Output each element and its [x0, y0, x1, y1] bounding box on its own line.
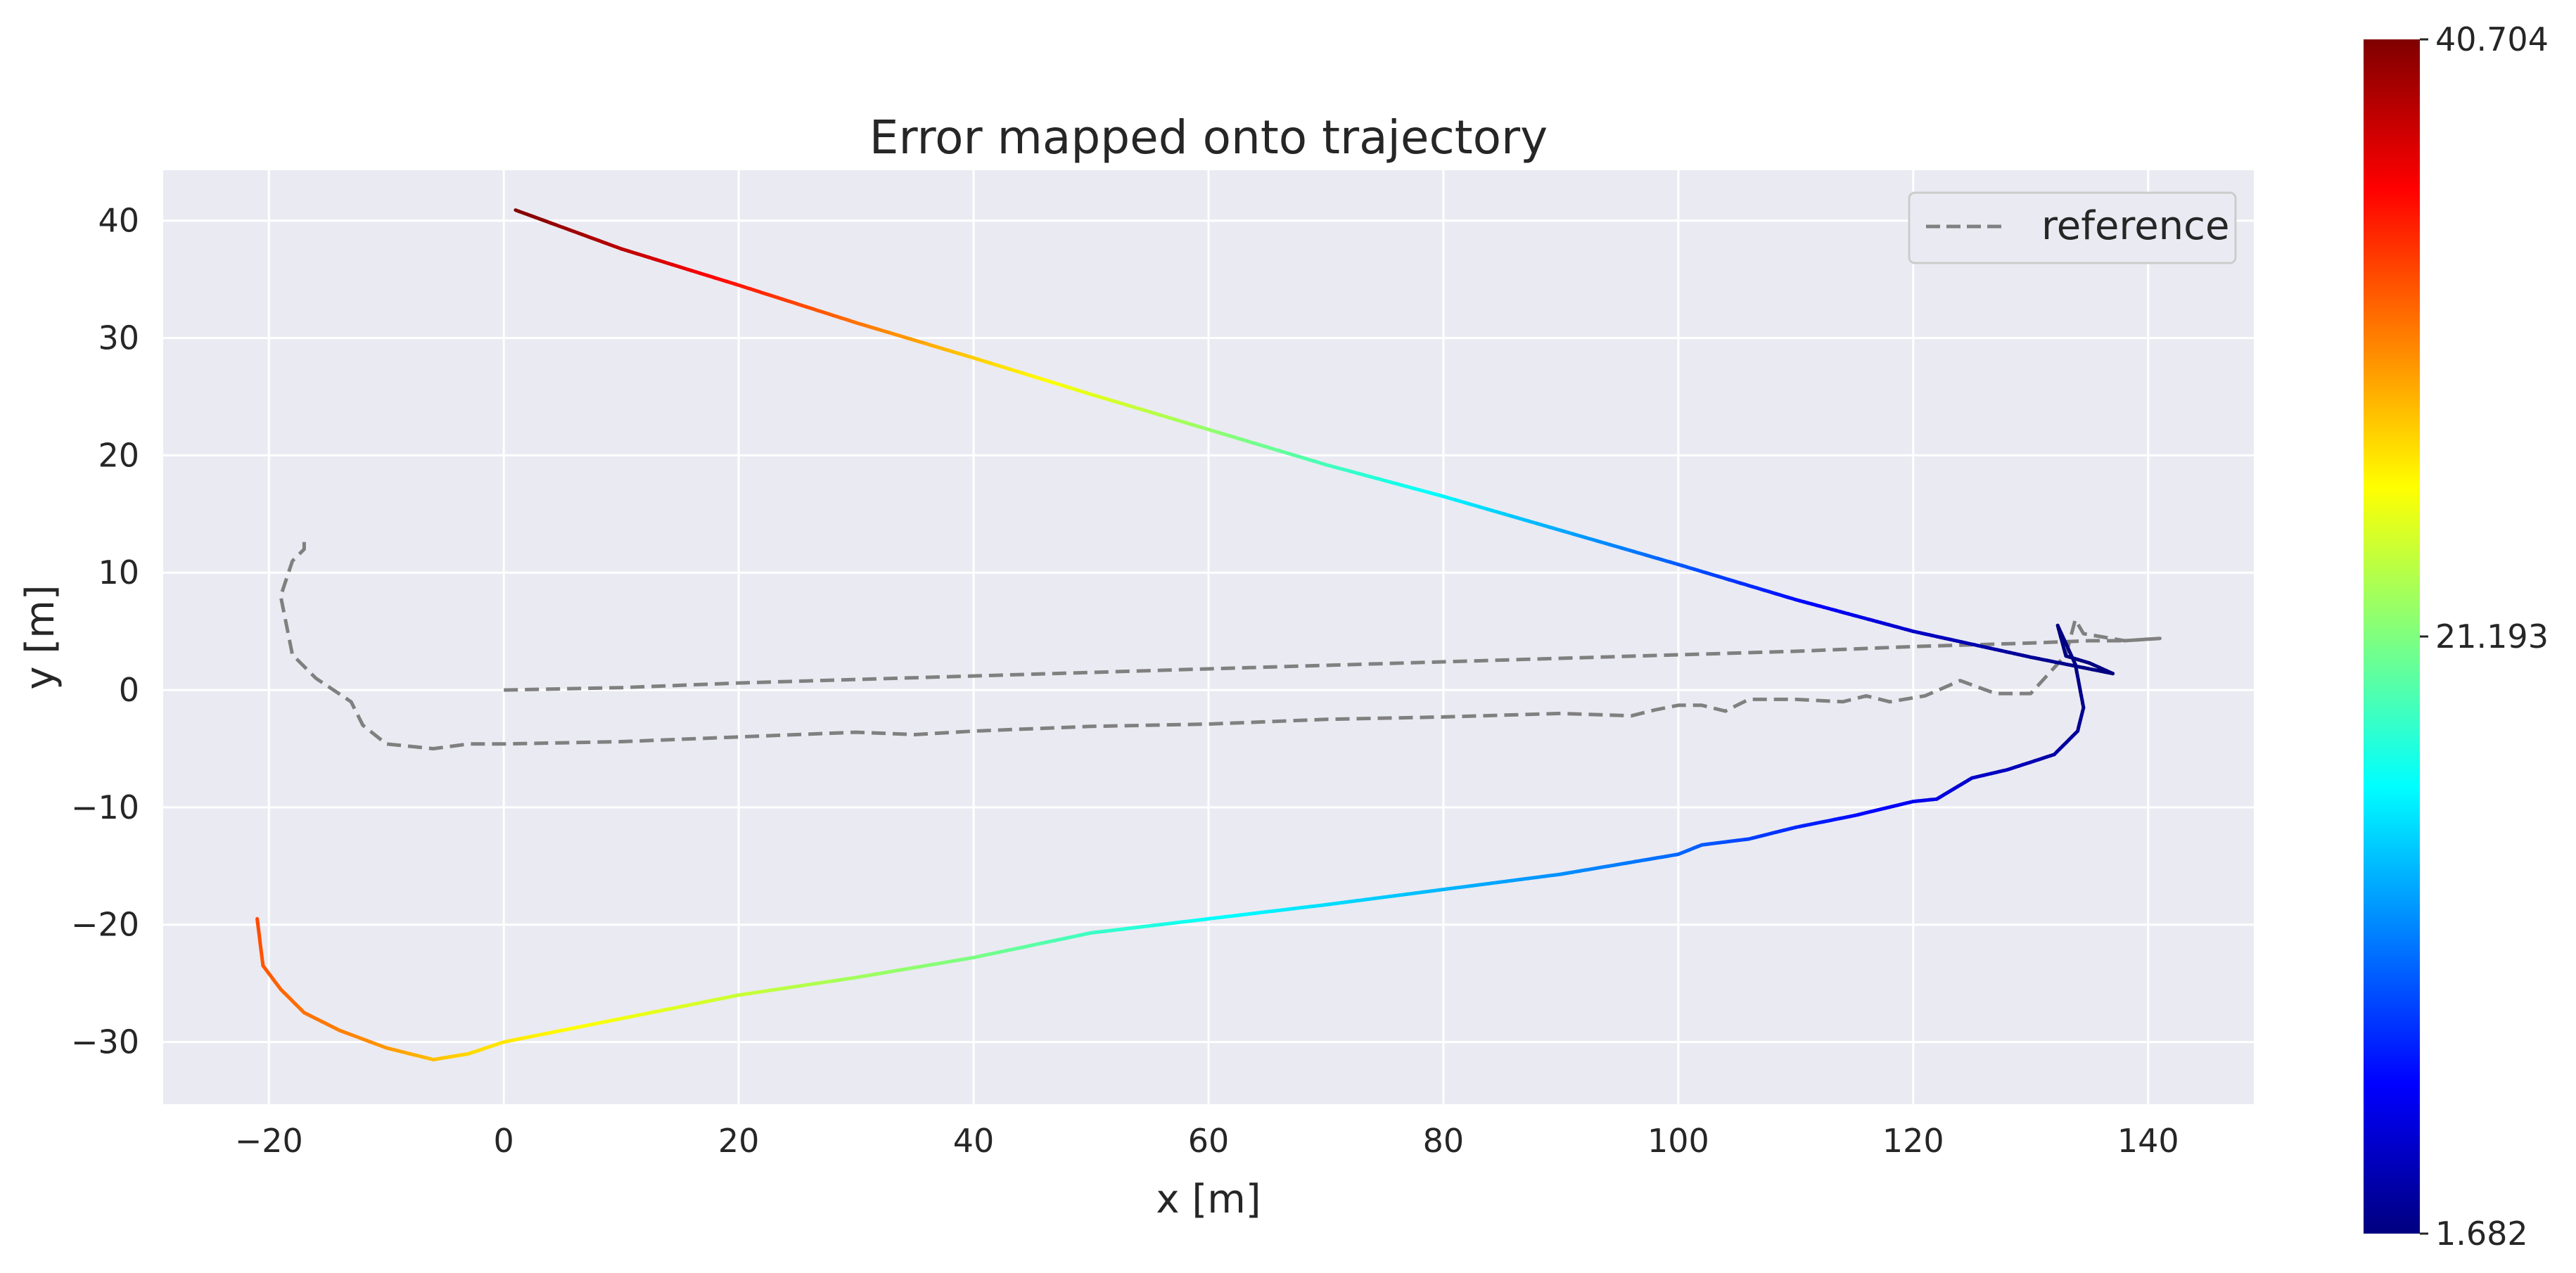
x-tick-label: 140	[2117, 1122, 2179, 1160]
x-tick-label: −20	[235, 1122, 303, 1160]
y-tick-labels: −30 −20 −10 0 10 20 30 40	[71, 202, 139, 1061]
y-tick-label: −20	[71, 906, 139, 944]
y-tick-label: 20	[98, 436, 139, 474]
y-axis-label: y [m]	[18, 584, 63, 689]
x-tick-label: 0	[494, 1122, 514, 1160]
trajectory-series	[255, 208, 2115, 1062]
y-tick-label: 0	[119, 671, 139, 709]
x-tick-label: 120	[1882, 1122, 1944, 1160]
y-tick-label: 30	[98, 319, 139, 357]
grid	[163, 170, 2254, 1104]
y-tick-label: 10	[98, 554, 139, 591]
colorbar: 1.682 21.193 40.704	[2364, 20, 2549, 1253]
x-tick-labels: −20 0 20 40 60 80 100 120 140	[235, 1122, 2179, 1160]
colorbar-gradient	[2364, 39, 2420, 1234]
y-tick-label: −10	[71, 788, 139, 826]
colorbar-tick-label: 40.704	[2435, 20, 2549, 58]
reference-series	[279, 537, 2162, 750]
x-axis-label: x [m]	[1156, 1177, 1261, 1222]
x-tick-label: 20	[718, 1122, 760, 1160]
colorbar-tick-label: 1.682	[2435, 1215, 2528, 1253]
x-tick-label: 80	[1423, 1122, 1465, 1160]
x-tick-label: 100	[1647, 1122, 1709, 1160]
colorbar-ticks: 1.682 21.193 40.704	[2420, 20, 2549, 1253]
legend-box	[1908, 191, 2237, 264]
trajectory-segment	[255, 916, 260, 925]
reference-line	[279, 537, 2162, 750]
x-tick-label: 60	[1188, 1122, 1230, 1160]
legend-reference-label: reference	[2041, 203, 2229, 249]
y-tick-label: −30	[71, 1023, 139, 1061]
legend: reference	[1908, 191, 2237, 264]
colorbar-tick-label: 21.193	[2435, 618, 2549, 655]
chart-title: Error mapped onto trajectory	[869, 110, 1548, 165]
x-tick-label: 40	[953, 1122, 995, 1160]
y-tick-label: 40	[98, 202, 139, 240]
